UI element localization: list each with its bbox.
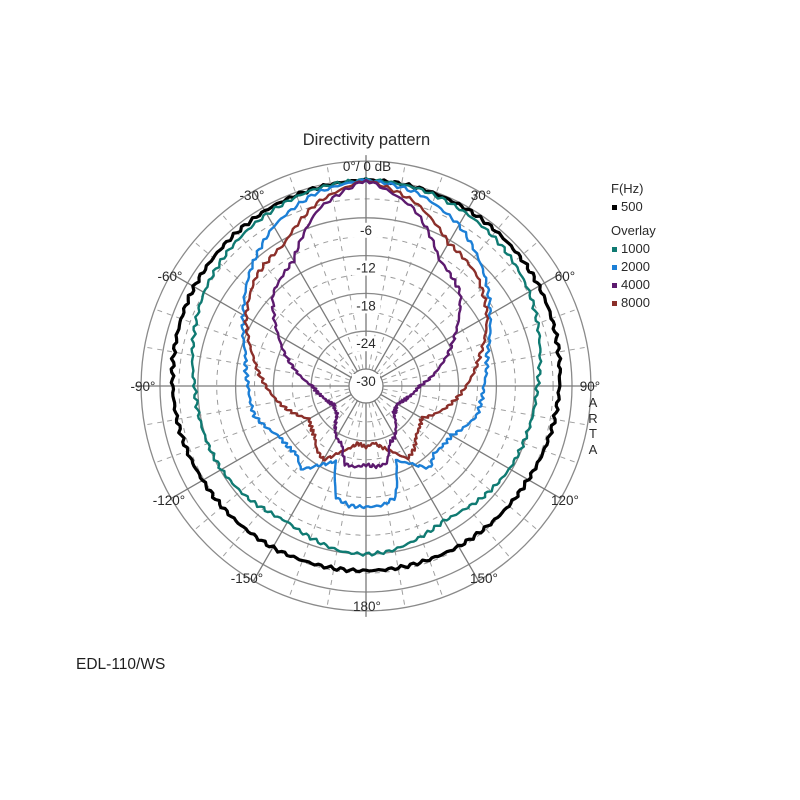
arta-letter: A — [588, 441, 598, 457]
legend-swatch-icon — [612, 300, 617, 306]
legend: F(Hz) 500 Overlay 1000 2000 4000 8000 — [611, 180, 656, 312]
legend-item-2000: 2000 — [611, 258, 656, 276]
angular-tick-label: 150° — [470, 571, 498, 586]
model-label: EDL-110/WS — [76, 656, 166, 673]
angular-tick-label: 90° — [580, 379, 600, 394]
legend-main-items: 500 — [611, 198, 656, 216]
arta-letter: A — [588, 395, 598, 410]
legend-item-500: 500 — [611, 198, 656, 216]
radial-tick-label: -24 — [356, 336, 376, 351]
angular-tick-label: 30° — [471, 188, 491, 203]
angular-tick-label: -60° — [158, 269, 183, 284]
angular-tick-label: 180° — [353, 599, 381, 614]
angular-tick-labels: 30° 60° 90° 120° 150° 180° -150° -120° -90° -60° -… — [131, 188, 601, 614]
angular-tick-label: -90° — [131, 379, 156, 394]
series-500-curve — [169, 177, 563, 574]
legend-item-8000: 8000 — [611, 294, 656, 312]
radial-tick-label: -18 — [356, 298, 376, 313]
chart-title: Directivity pattern — [302, 131, 431, 149]
legend-item-label: 1000 — [621, 241, 650, 256]
series-1000-curve — [190, 177, 543, 557]
legend-header: F(Hz) — [611, 181, 644, 196]
legend-item-label: 500 — [621, 199, 643, 214]
series-8000-curve — [243, 178, 490, 462]
radial-tick-label: -12 — [356, 261, 376, 276]
arta-letter: R — [588, 410, 598, 426]
top-axis-label: 0°/ 0 dB — [343, 159, 391, 174]
angular-tick-label: 60° — [555, 269, 575, 284]
polar-curves — [169, 177, 563, 574]
angular-tick-label: -120° — [153, 493, 185, 508]
series-4000-curve — [270, 178, 463, 470]
angular-tick-label: 120° — [551, 493, 579, 508]
legend-swatch-icon — [612, 246, 617, 252]
legend-item-label: 8000 — [621, 295, 650, 310]
legend-swatch-icon — [612, 282, 617, 288]
legend-item-label: 2000 — [621, 259, 650, 274]
radial-tick-labels: -6 -12 -18 -24 -30 0°/ 0 dB — [343, 159, 391, 389]
angular-tick-label: -150° — [231, 571, 263, 586]
arta-letter: T — [589, 426, 597, 441]
angular-tick-label: -30° — [240, 188, 265, 203]
legend-item-label: 4000 — [621, 277, 650, 292]
legend-item-4000: 4000 — [611, 276, 656, 294]
legend-overlay-items: 1000 2000 4000 8000 — [611, 240, 656, 312]
legend-overlay-header: Overlay — [611, 223, 656, 238]
radial-tick-label: -30 — [356, 374, 376, 389]
legend-item-1000: 1000 — [611, 240, 656, 258]
radial-tick-label: -6 — [360, 223, 372, 238]
legend-swatch-icon — [612, 264, 617, 270]
legend-swatch-icon — [612, 204, 617, 210]
